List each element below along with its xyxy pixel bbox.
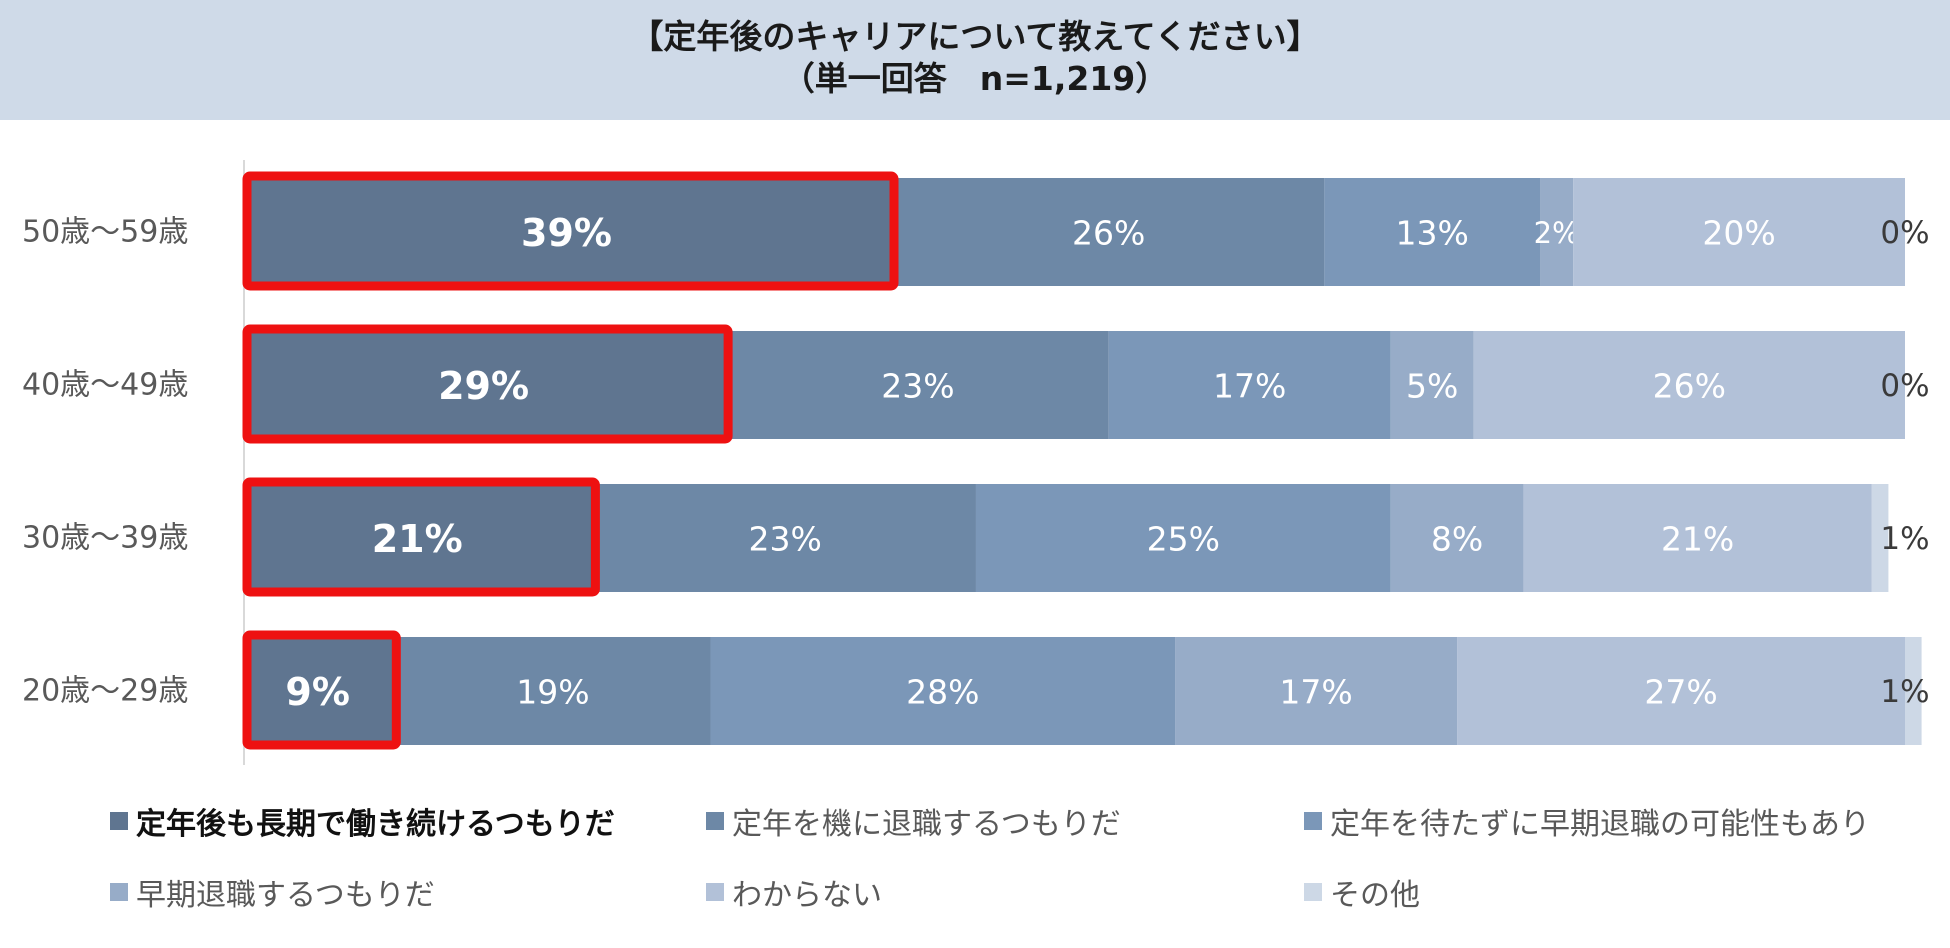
bar-segment — [1108, 331, 1391, 439]
bar-segment — [1523, 484, 1872, 592]
data-label: 0% — [1880, 368, 1929, 404]
bar-segment — [1871, 484, 1889, 592]
data-label: 26% — [1653, 367, 1726, 406]
legend-label: 定年後も長期で働き続けるつもりだ — [136, 807, 615, 842]
legend-swatch — [706, 883, 724, 901]
legend-swatch — [706, 812, 724, 830]
legend-item: 定年を待たずに早期退職の可能性もあり — [1304, 799, 1870, 843]
bar-segment — [246, 484, 595, 592]
highlight-frame — [242, 477, 600, 597]
data-label: 20% — [1702, 214, 1775, 253]
bar-segment — [246, 637, 396, 745]
bar-segment — [395, 637, 711, 745]
data-label: 23% — [748, 520, 821, 559]
data-label: 27% — [1644, 673, 1717, 712]
data-label: 5% — [1406, 367, 1458, 406]
data-label: 1% — [1880, 674, 1929, 710]
data-label: 1% — [1880, 521, 1929, 557]
legend-swatch — [1304, 883, 1322, 901]
chart-title: 【定年後のキャリアについて教えてください】 — [630, 17, 1320, 56]
bar-segment — [1324, 178, 1541, 286]
bar-segment — [710, 637, 1176, 745]
data-label: 2% — [1534, 216, 1580, 250]
data-label: 29% — [438, 364, 529, 408]
legend-swatch — [110, 812, 128, 830]
chart-title-band: 【定年後のキャリアについて教えてください】 （単一回答 n=1,219） — [0, 0, 1950, 120]
legend-item: 定年後も長期で働き続けるつもりだ — [110, 799, 615, 843]
legend-item: わからない — [706, 870, 882, 914]
bar-segment — [1540, 178, 1574, 286]
bar-segment — [1390, 331, 1474, 439]
bar-segment — [1905, 637, 1922, 745]
bar-segment — [246, 178, 894, 286]
bar-segment — [594, 484, 976, 592]
data-label: 19% — [516, 673, 589, 712]
legend-item: その他 — [1304, 870, 1420, 914]
data-label: 39% — [521, 211, 612, 255]
data-label: 0% — [1880, 215, 1929, 251]
data-label: 25% — [1147, 520, 1220, 559]
bar-segment — [1390, 484, 1524, 592]
data-label: 23% — [881, 367, 954, 406]
category-label: 30歳～39歳 — [22, 521, 188, 556]
legend-label: 定年を機に退職するつもりだ — [732, 807, 1121, 842]
data-label: 21% — [372, 517, 463, 561]
legend-label: わからない — [732, 878, 882, 913]
data-label: 26% — [1072, 214, 1145, 253]
bar-segment — [1175, 637, 1458, 745]
data-label: 8% — [1431, 520, 1483, 559]
highlight-frame — [242, 171, 899, 291]
data-label: 17% — [1279, 673, 1352, 712]
data-label: 9% — [285, 670, 350, 714]
data-label: 17% — [1213, 367, 1286, 406]
category-label: 20歳～29歳 — [22, 674, 188, 709]
bar-segment — [1457, 637, 1905, 745]
legend-item: 定年を機に退職するつもりだ — [706, 799, 1121, 843]
legend-swatch — [110, 883, 128, 901]
bar-segment — [727, 331, 1109, 439]
legend-label: その他 — [1330, 878, 1420, 913]
bar-segment — [1573, 178, 1905, 286]
legend-item: 早期退職するつもりだ — [110, 870, 435, 914]
legend-label: 早期退職するつもりだ — [136, 878, 435, 913]
category-label: 40歳～49歳 — [22, 368, 188, 403]
bar-segment — [1473, 331, 1905, 439]
category-label: 50歳～59歳 — [22, 215, 188, 250]
bar-segment — [246, 331, 728, 439]
data-label: 21% — [1661, 520, 1734, 559]
data-label: 13% — [1396, 214, 1469, 253]
chart-subtitle: （単一回答 n=1,219） — [781, 59, 1169, 98]
highlight-frame — [242, 324, 733, 444]
bar-segment — [893, 178, 1325, 286]
data-label: 28% — [906, 673, 979, 712]
legend-swatch — [1304, 812, 1322, 830]
bar-segment — [975, 484, 1391, 592]
legend-label: 定年を待たずに早期退職の可能性もあり — [1330, 807, 1870, 842]
highlight-frame — [242, 630, 401, 750]
